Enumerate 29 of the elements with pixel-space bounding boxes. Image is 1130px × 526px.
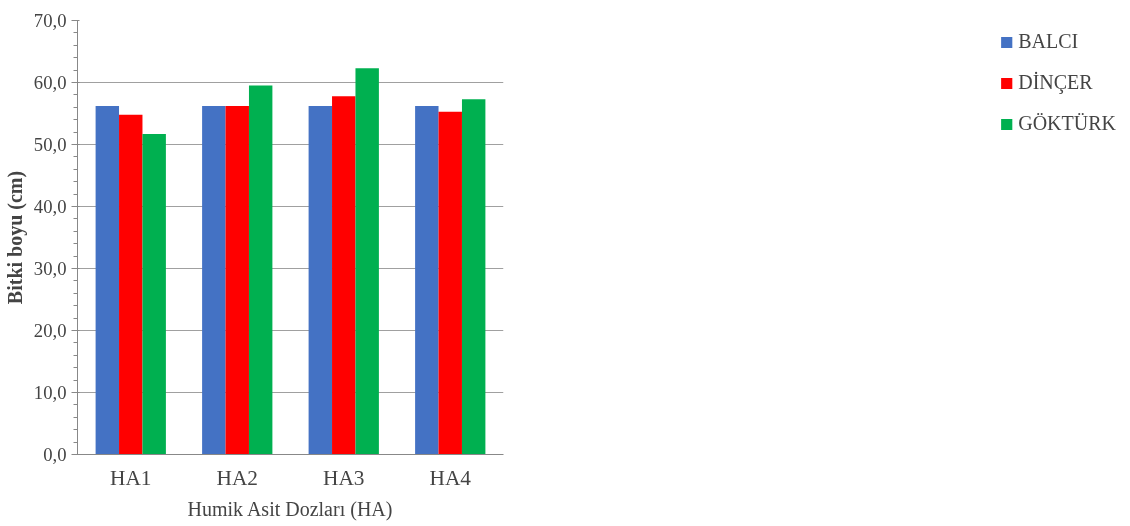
y-tick-label: 0,0 [43,444,67,465]
bar [355,68,379,455]
bar [95,106,120,455]
y-tick-label: 30,0 [33,258,67,279]
legend-label: BALCI [1018,30,1079,53]
x-axis-title: Humik Asit Dozları (HA) [187,497,393,521]
y-axis-title: Bitki boyu (cm) [3,170,27,305]
y-tick-label: 70,0 [33,10,67,31]
y-tick-label: 50,0 [33,134,67,155]
legend-label: DİNÇER [1018,71,1093,94]
legend-label: GÖKTÜRK [1018,112,1116,135]
y-tick-label: 60,0 [33,72,67,93]
y-tick-label: 40,0 [33,196,67,217]
bar [248,85,273,455]
bar [225,106,249,455]
x-tick-label: HA1 [110,465,152,490]
bar [332,96,356,455]
bar [438,111,462,455]
x-tick-label: HA2 [216,465,258,490]
x-tick-label: HA4 [429,465,472,490]
bar [461,99,486,455]
y-tick-label: 20,0 [33,320,67,341]
bar [202,106,226,455]
x-tick-label: HA3 [323,465,365,490]
bar [308,106,333,455]
bar [119,114,143,455]
bar [142,133,166,455]
y-tick-label: 10,0 [33,382,67,403]
bar [415,106,439,455]
